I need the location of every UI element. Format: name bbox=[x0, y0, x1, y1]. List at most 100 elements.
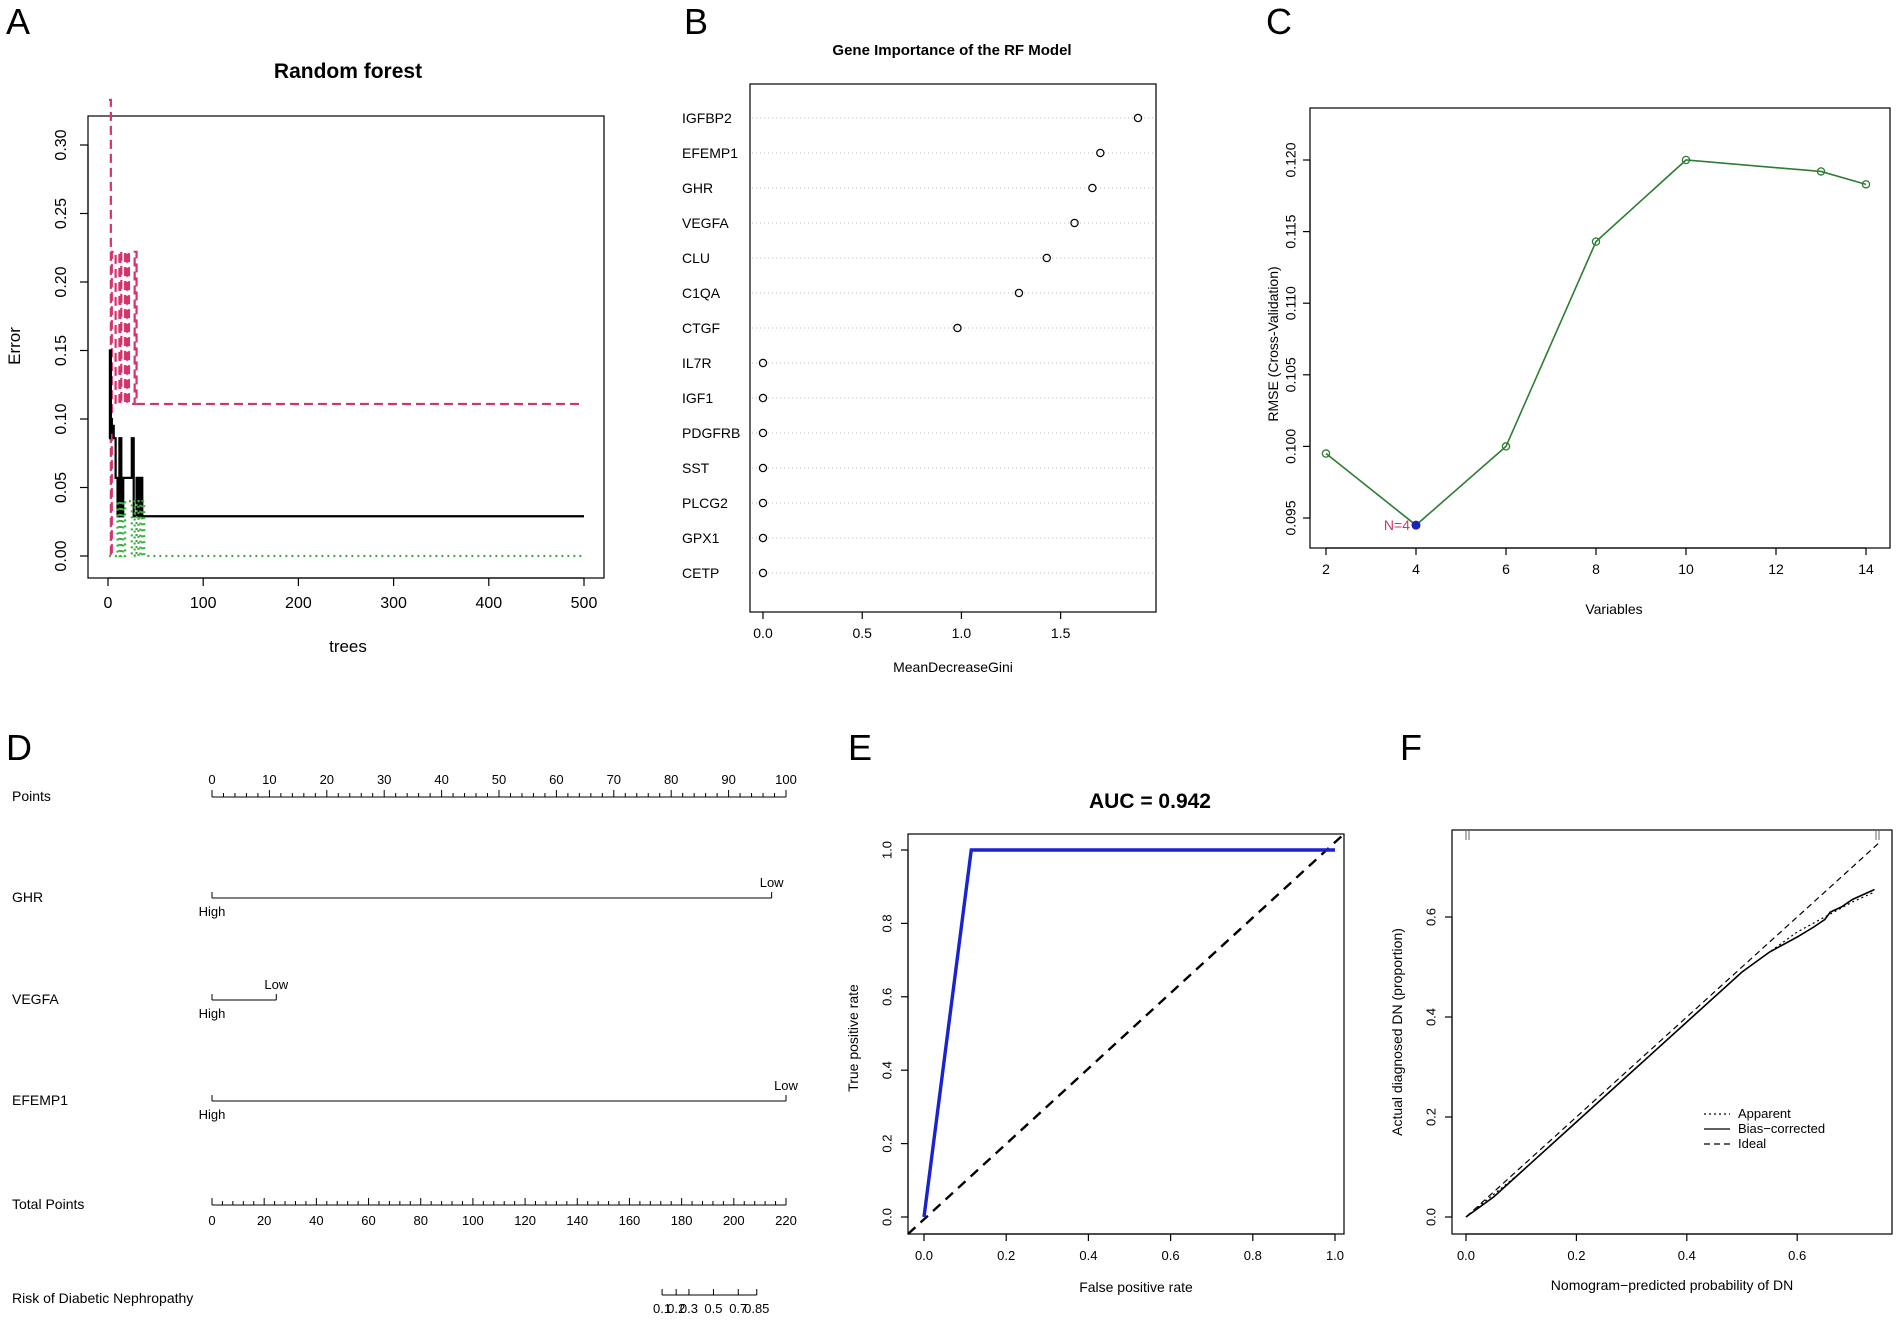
total-points-axis-tick-label: 140 bbox=[566, 1213, 588, 1228]
y-tick-label-e: 1.0 bbox=[879, 841, 894, 859]
y-axis-c: 0.095 0.100 0.105 0.110 0.115 0.120 bbox=[1283, 142, 1311, 536]
series-group-a bbox=[108, 98, 584, 558]
points-axis-tick-label: 80 bbox=[664, 772, 678, 787]
y-tick-label-e: 0.2 bbox=[879, 1135, 894, 1153]
y-axis-label-e: True positive rate bbox=[845, 984, 861, 1092]
total-points-axis-tick-label: 20 bbox=[257, 1213, 271, 1228]
x-axis-label-a: trees bbox=[329, 637, 367, 656]
risk-axis-tick-label: 0.85 bbox=[744, 1301, 769, 1316]
plot-frame-a bbox=[87, 115, 605, 579]
legend-label: Bias−corrected bbox=[1738, 1121, 1825, 1136]
importance-point bbox=[1088, 183, 1097, 193]
total-points-axis-tick-label: 120 bbox=[514, 1213, 536, 1228]
rmse-point bbox=[1591, 237, 1601, 246]
y-tick-label-c: 0.100 bbox=[1283, 429, 1299, 464]
gene-label: IGFBP2 bbox=[682, 110, 732, 126]
x-tick-label-b: 0.0 bbox=[753, 625, 773, 641]
x-tick-label-b: 1.0 bbox=[952, 625, 972, 641]
importance-point bbox=[758, 533, 768, 543]
gene-label: GHR bbox=[682, 180, 713, 196]
series-line-oob-error bbox=[108, 349, 584, 518]
variable-scale-right-label: Low bbox=[774, 1078, 798, 1093]
x-axis-c: 2 4 6 8 10 12 14 bbox=[1322, 547, 1874, 577]
total-points-axis-tick-label: 0 bbox=[208, 1213, 215, 1228]
points-axis-tick-label: 10 bbox=[262, 772, 276, 787]
nomogram-row-label: Risk of Diabetic Nephropathy bbox=[12, 1290, 193, 1306]
total-points-axis-tick-label: 60 bbox=[361, 1213, 375, 1228]
y-axis-label-c: RMSE (Cross-Validation) bbox=[1265, 266, 1281, 421]
gene-label: CTGF bbox=[682, 320, 720, 336]
points-axis-tick-label: 20 bbox=[320, 772, 334, 787]
panel-b: B Gene Importance of the RF Model IGFBP2… bbox=[682, 1, 1157, 675]
plot-frame-b bbox=[749, 83, 1157, 613]
points-axis-tick-label: 0 bbox=[208, 772, 215, 787]
importance-point bbox=[758, 428, 768, 438]
x-tick-label-f: 0.4 bbox=[1678, 1248, 1696, 1263]
panel-label-c: C bbox=[1266, 1, 1292, 42]
variable-scale-left-label: High bbox=[199, 904, 226, 919]
y-tick-label-a: 0.20 bbox=[53, 266, 70, 297]
y-tick-label-e: 0.8 bbox=[879, 914, 894, 932]
panel-label-f: F bbox=[1400, 727, 1422, 768]
y-axis-f: 0.0 0.2 0.4 0.6 bbox=[1423, 908, 1453, 1226]
importance-point bbox=[758, 568, 768, 578]
points-axis-tick-label: 70 bbox=[607, 772, 621, 787]
y-tick-label-a: 0.05 bbox=[53, 472, 70, 503]
x-tick-label-a: 100 bbox=[190, 595, 217, 612]
y-axis-label-a: Error bbox=[5, 327, 24, 365]
rmse-point bbox=[1321, 449, 1331, 458]
gene-label: C1QA bbox=[682, 285, 721, 301]
chart-title-e: AUC = 0.942 bbox=[1089, 790, 1211, 813]
nomogram-row-label: VEGFA bbox=[12, 991, 59, 1007]
y-tick-label-c: 0.110 bbox=[1283, 286, 1299, 320]
x-tick-label-a: 0 bbox=[104, 595, 113, 612]
nomogram-row-label: Points bbox=[12, 788, 51, 804]
roc-curve bbox=[922, 848, 1335, 1218]
y-axis-e: 0.0 0.2 0.4 0.6 0.8 1.0 bbox=[879, 841, 909, 1226]
x-tick-label-a: 300 bbox=[380, 595, 407, 612]
x-tick-label-c: 6 bbox=[1502, 561, 1510, 577]
gene-label: CETP bbox=[682, 565, 719, 581]
gene-label: EFEMP1 bbox=[682, 145, 738, 161]
importance-point bbox=[758, 463, 768, 473]
x-axis-label-c: Variables bbox=[1585, 601, 1642, 617]
calibration-ideal bbox=[1465, 841, 1881, 1218]
gene-label: GPX1 bbox=[682, 530, 720, 546]
x-axis-e: 0.0 0.2 0.4 0.6 0.8 1.0 bbox=[915, 1233, 1344, 1263]
y-axis-label-f: Actual diagnosed DN (proportion) bbox=[1389, 928, 1405, 1136]
x-tick-label-f: 0.6 bbox=[1788, 1248, 1806, 1263]
y-tick-label-c: 0.115 bbox=[1283, 214, 1299, 248]
x-tick-label-e: 0.4 bbox=[1079, 1248, 1097, 1263]
calibration-bias-corrected bbox=[1465, 888, 1875, 1218]
x-axis-label-b: MeanDecreaseGini bbox=[893, 659, 1013, 675]
total-points-axis-tick-label: 200 bbox=[723, 1213, 745, 1228]
panel-label-b: B bbox=[684, 1, 708, 42]
series-group-f bbox=[1465, 831, 1881, 1218]
total-points-axis-tick-label: 100 bbox=[462, 1213, 484, 1228]
total-points-axis-tick-label: 80 bbox=[413, 1213, 427, 1228]
y-tick-label-f: 0.0 bbox=[1423, 1208, 1438, 1226]
x-tick-label-c: 10 bbox=[1678, 561, 1694, 577]
optimal-label: N=4 bbox=[1384, 517, 1410, 533]
risk-axis-tick-label: 0.1 bbox=[653, 1301, 671, 1316]
importance-point bbox=[758, 358, 768, 368]
gene-rows-b: IGFBP2 EFEMP1 GHR VEGFA CLU C1QA CTGF IL7R IGF1 P… bbox=[682, 110, 1154, 581]
panel-label-d: D bbox=[6, 727, 32, 768]
y-tick-label-f: 0.4 bbox=[1423, 1008, 1438, 1026]
risk-axis-tick-label: 0.7 bbox=[729, 1301, 747, 1316]
panel-label-a: A bbox=[6, 1, 30, 42]
rmse-line bbox=[1325, 159, 1867, 527]
gene-label: PLCG2 bbox=[682, 495, 728, 511]
x-axis-a: 0 100 200 300 400 500 bbox=[104, 577, 597, 612]
importance-point bbox=[1014, 288, 1024, 298]
y-tick-label-c: 0.105 bbox=[1283, 357, 1299, 392]
x-tick-label-c: 2 bbox=[1322, 561, 1330, 577]
importance-point bbox=[1042, 253, 1051, 263]
legend-label: Apparent bbox=[1738, 1106, 1791, 1121]
rmse-point bbox=[1861, 180, 1871, 189]
chart-title-a: Random forest bbox=[274, 60, 422, 83]
x-tick-label-c: 12 bbox=[1768, 561, 1784, 577]
reference-diagonal bbox=[907, 833, 1345, 1235]
